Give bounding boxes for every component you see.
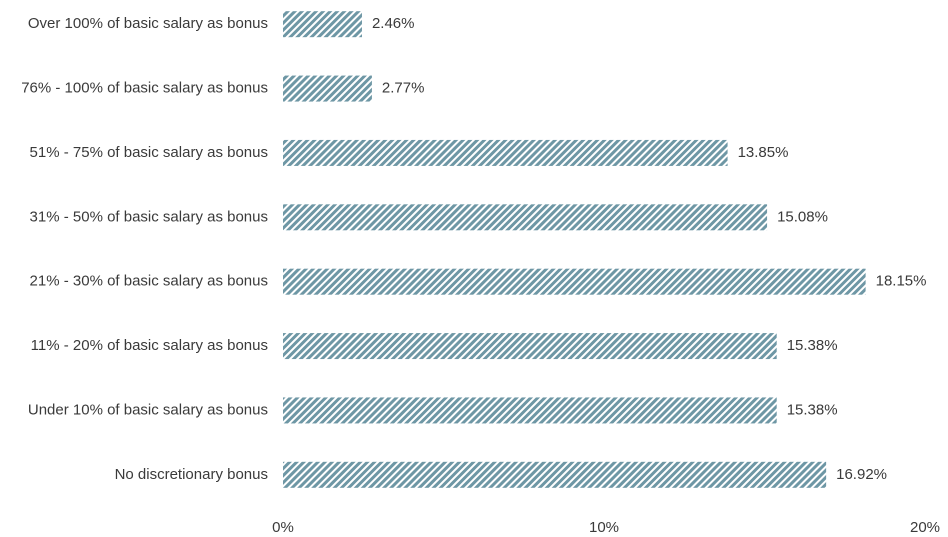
bar [283, 204, 768, 231]
y-tick-label: No discretionary bonus [115, 466, 268, 483]
bar [283, 461, 827, 488]
value-label: 18.15% [876, 273, 927, 290]
value-label: 2.77% [382, 80, 425, 97]
x-tick-label: 10% [589, 519, 619, 536]
value-label: 15.38% [787, 401, 838, 418]
value-label: 13.85% [738, 144, 789, 161]
value-label: 16.92% [836, 466, 887, 483]
value-label: 2.46% [372, 15, 415, 32]
y-tick-label: 76% - 100% of basic salary as bonus [21, 80, 268, 97]
y-tick-label: 21% - 30% of basic salary as bonus [30, 273, 268, 290]
value-label: 15.08% [777, 208, 828, 225]
y-tick-label: 11% - 20% of basic salary as bonus [31, 337, 268, 354]
bar [283, 397, 777, 424]
x-tick-label: 0% [272, 519, 294, 536]
bar [283, 268, 866, 295]
y-tick-label: 31% - 50% of basic salary as bonus [30, 208, 268, 225]
bar [283, 11, 362, 38]
bar [283, 75, 372, 102]
value-label: 15.38% [787, 337, 838, 354]
y-tick-label: 51% - 75% of basic salary as bonus [30, 144, 268, 161]
bar [283, 333, 777, 360]
y-tick-label: Under 10% of basic salary as bonus [28, 401, 268, 418]
y-tick-label: Over 100% of basic salary as bonus [28, 15, 268, 32]
x-tick-label: 20% [910, 519, 940, 536]
bar [283, 139, 728, 166]
